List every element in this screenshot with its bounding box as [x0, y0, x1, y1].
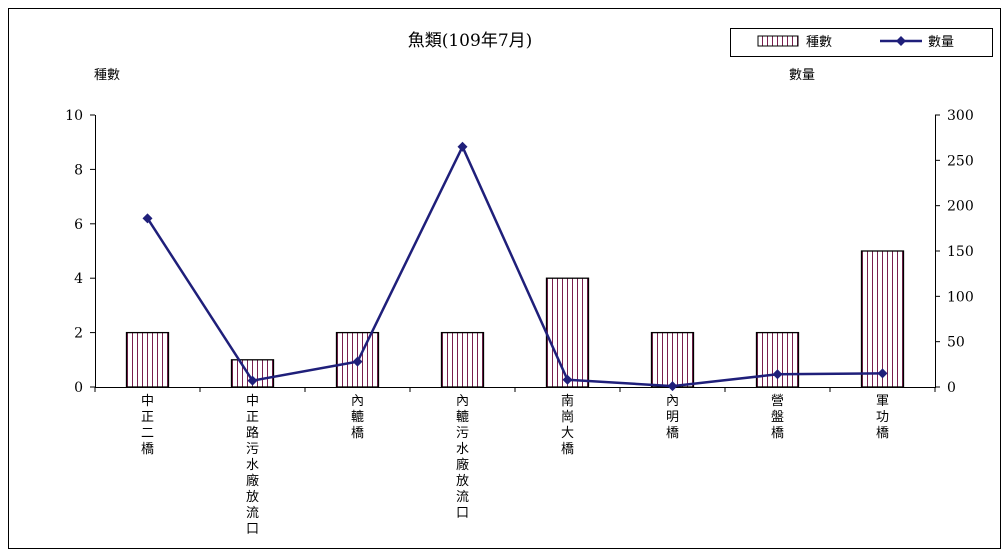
line-point: [457, 141, 468, 152]
y-right-tick-label: 250: [947, 153, 974, 169]
line-point: [352, 356, 363, 367]
legend-label-line: 數量: [928, 35, 954, 50]
x-axis-labels: 中正二橋 中正路污水廠放流口 內轆橋 內轆污水廠放流口 南崗大橋 內明橋 營盤橋 軍功橋: [141, 393, 889, 537]
y-axis-left-title: 種數: [94, 67, 120, 83]
x-tick-label: 軍功橋: [876, 394, 889, 441]
x-tick-label: 南崗大橋: [561, 393, 574, 457]
y-right-tick-label: 300: [947, 108, 974, 124]
x-tick-label: 內明橋: [666, 394, 679, 441]
y-right-tick-label: 150: [947, 244, 974, 260]
bar: [440, 331, 485, 388]
bar: [650, 331, 695, 388]
line-point: [877, 368, 888, 379]
y-left-tick-label: 10: [65, 108, 83, 124]
y-left-tick-label: 2: [74, 326, 83, 342]
legend: 種數 數量: [730, 28, 993, 57]
y-right-tick-label: 50: [947, 335, 965, 351]
bar-series: [125, 250, 905, 388]
series-line: [146, 143, 883, 388]
y-left-tick-label: 8: [74, 162, 83, 178]
y-right-tick-label: 0: [947, 380, 956, 396]
legend-swatch-marker: [896, 36, 906, 46]
bar: [860, 250, 905, 388]
legend-swatch-bar: [757, 35, 799, 47]
line-point: [247, 375, 258, 386]
y-left-tick-label: 6: [74, 217, 83, 233]
x-tick-label: 內轆污水廠放流口: [456, 394, 469, 521]
y-axis-right-ticks: 0 50 100 150 200 250 300: [935, 108, 974, 396]
y-left-tick-label: 0: [74, 380, 83, 396]
x-tick-label: 營盤橋: [771, 394, 784, 441]
x-axis-ticks: [94, 387, 936, 392]
bar: [545, 277, 590, 388]
chart-title: 魚類(109年7月): [408, 31, 533, 51]
line-point: [142, 213, 153, 224]
y-left-tick-label: 4: [74, 271, 83, 287]
chart-border: [8, 8, 1001, 549]
x-tick-label: 內轆橋: [351, 394, 364, 441]
line-point: [772, 369, 783, 380]
x-tick-label: 中正二橋: [141, 394, 154, 457]
x-tick-label: 中正路污水廠放流口: [246, 394, 259, 537]
y-axis-left-ticks: 0 2 4 6 8 10: [65, 108, 95, 396]
bar: [125, 331, 170, 388]
y-right-tick-label: 200: [947, 199, 974, 215]
line-point: [667, 381, 678, 392]
y-right-tick-label: 100: [947, 289, 974, 305]
line-point: [562, 374, 573, 385]
y-axis-right-title: 數量: [789, 68, 815, 83]
line-series: [142, 141, 888, 392]
legend-label-bar: 種數: [806, 34, 832, 50]
